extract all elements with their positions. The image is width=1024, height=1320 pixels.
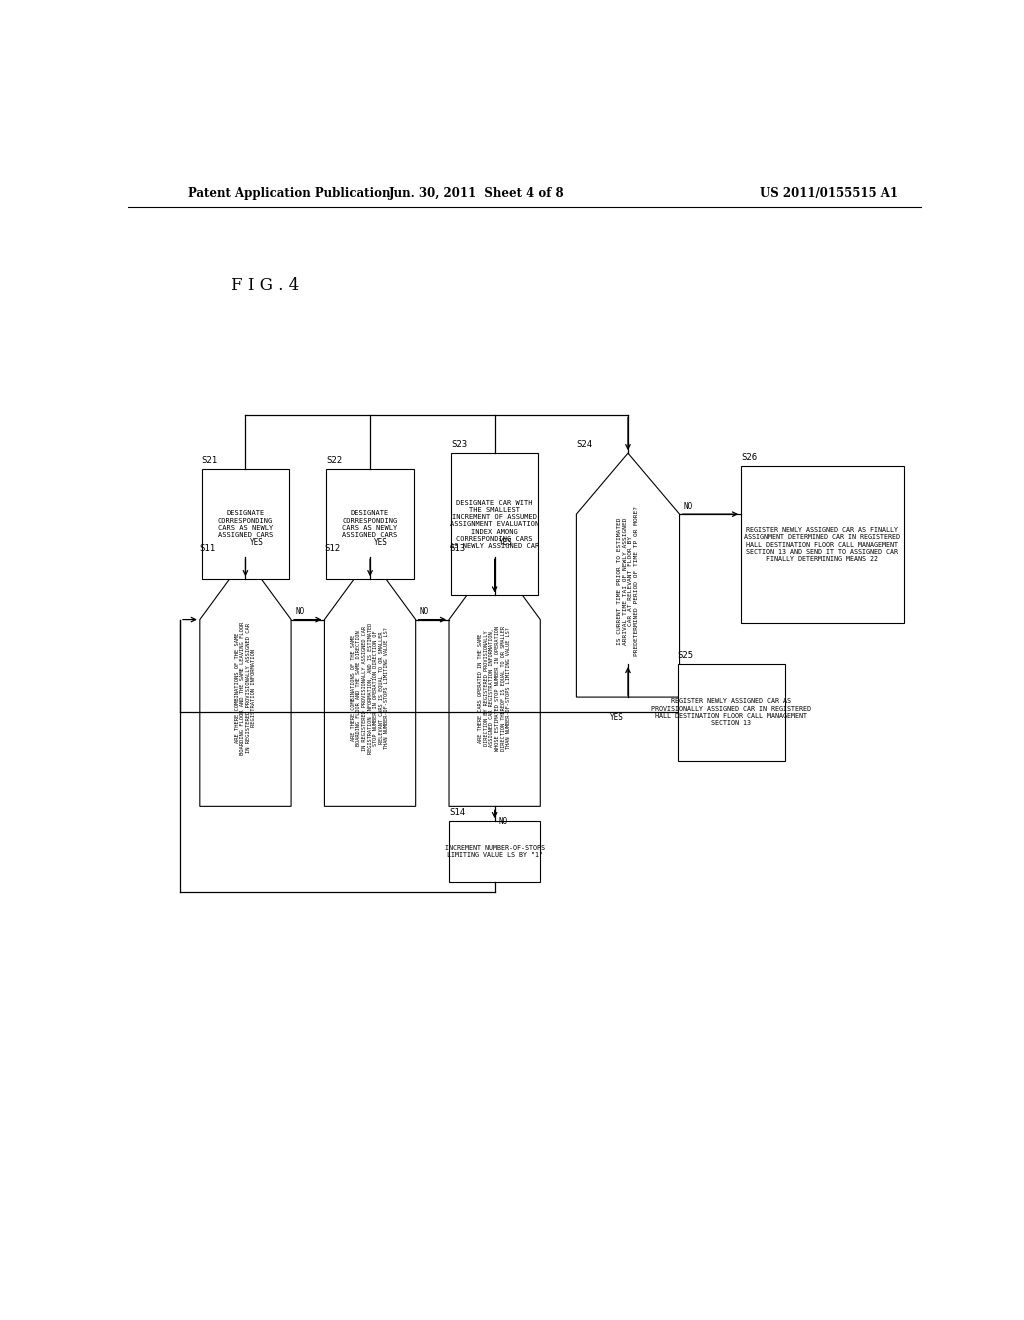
Text: S23: S23	[451, 440, 467, 449]
FancyBboxPatch shape	[451, 453, 539, 595]
Text: Jun. 30, 2011  Sheet 4 of 8: Jun. 30, 2011 Sheet 4 of 8	[389, 187, 565, 201]
Text: DESIGNATE
CORRESPONDING
CARS AS NEWLY
ASSIGNED CARS: DESIGNATE CORRESPONDING CARS AS NEWLY AS…	[218, 511, 273, 539]
Text: DESIGNATE
CORRESPONDING
CARS AS NEWLY
ASSIGNED CARS: DESIGNATE CORRESPONDING CARS AS NEWLY AS…	[342, 511, 397, 539]
Text: S26: S26	[741, 453, 757, 462]
Text: S12: S12	[325, 544, 341, 553]
Text: INCREMENT NUMBER-OF-STOPS
LIMITING VALUE LS BY "1": INCREMENT NUMBER-OF-STOPS LIMITING VALUE…	[444, 845, 545, 858]
Text: S14: S14	[449, 808, 465, 817]
Text: NO: NO	[684, 502, 693, 511]
Text: S13: S13	[449, 544, 465, 553]
Text: ARE THERE COMBINATIONS OF THE SAME
BOARDING FLOOR AND THE SAME DIRECTION
IN REGI: ARE THERE COMBINATIONS OF THE SAME BOARD…	[351, 623, 389, 754]
Text: F I G . 4: F I G . 4	[231, 277, 299, 294]
FancyBboxPatch shape	[741, 466, 904, 623]
Text: YES: YES	[374, 537, 388, 546]
Text: S24: S24	[577, 440, 593, 449]
Text: IS CURRENT TIME PRIOR TO ESTIMATED
ARRIVAL TIME TAI OF NEWLY ASSIGNED
CAR AT REL: IS CURRENT TIME PRIOR TO ESTIMATED ARRIV…	[617, 507, 639, 656]
FancyBboxPatch shape	[449, 821, 541, 882]
Text: REGISTER NEWLY ASSIGNED CAR AS FINALLY
ASSIGNMENT DETERMINED CAR IN REGISTERED
H: REGISTER NEWLY ASSIGNED CAR AS FINALLY A…	[744, 527, 900, 562]
Text: S25: S25	[678, 651, 693, 660]
FancyBboxPatch shape	[202, 470, 289, 579]
Text: S21: S21	[202, 457, 218, 466]
Text: Patent Application Publication: Patent Application Publication	[187, 187, 390, 201]
Text: US 2011/0155515 A1: US 2011/0155515 A1	[760, 187, 898, 201]
Text: REGISTER NEWLY ASSIGNED CAR AS
PROVISIONALLY ASSIGNED CAR IN REGISTERED
HALL DES: REGISTER NEWLY ASSIGNED CAR AS PROVISION…	[651, 698, 811, 726]
Text: YES: YES	[499, 537, 512, 546]
Text: ARE THERE COMBINATIONS OF THE SAME
BOARDING FLOOR AND THE SAME LEAVING FLOOR
IN : ARE THERE COMBINATIONS OF THE SAME BOARD…	[234, 622, 256, 755]
Text: NO: NO	[420, 607, 429, 616]
Polygon shape	[200, 557, 291, 807]
FancyBboxPatch shape	[678, 664, 784, 760]
Polygon shape	[325, 557, 416, 807]
Text: DESIGNATE CAR WITH
THE SMALLEST
INCREMENT OF ASSUMED
ASSIGNMENT EVALUATION
INDEX: DESIGNATE CAR WITH THE SMALLEST INCREMEN…	[450, 499, 540, 549]
Text: S22: S22	[327, 457, 342, 466]
Text: ARE THERE CARS OPERATED IN THE SAME
DIRECTION BY REGISTERED PROVISIONALLY
ASSIGN: ARE THERE CARS OPERATED IN THE SAME DIRE…	[478, 626, 511, 751]
FancyBboxPatch shape	[327, 470, 414, 579]
Text: YES: YES	[610, 713, 624, 722]
Polygon shape	[449, 557, 541, 807]
Text: NO: NO	[499, 817, 508, 826]
Text: NO: NO	[295, 607, 304, 616]
Text: S11: S11	[200, 544, 216, 553]
Text: YES: YES	[250, 537, 263, 546]
Polygon shape	[577, 453, 680, 697]
